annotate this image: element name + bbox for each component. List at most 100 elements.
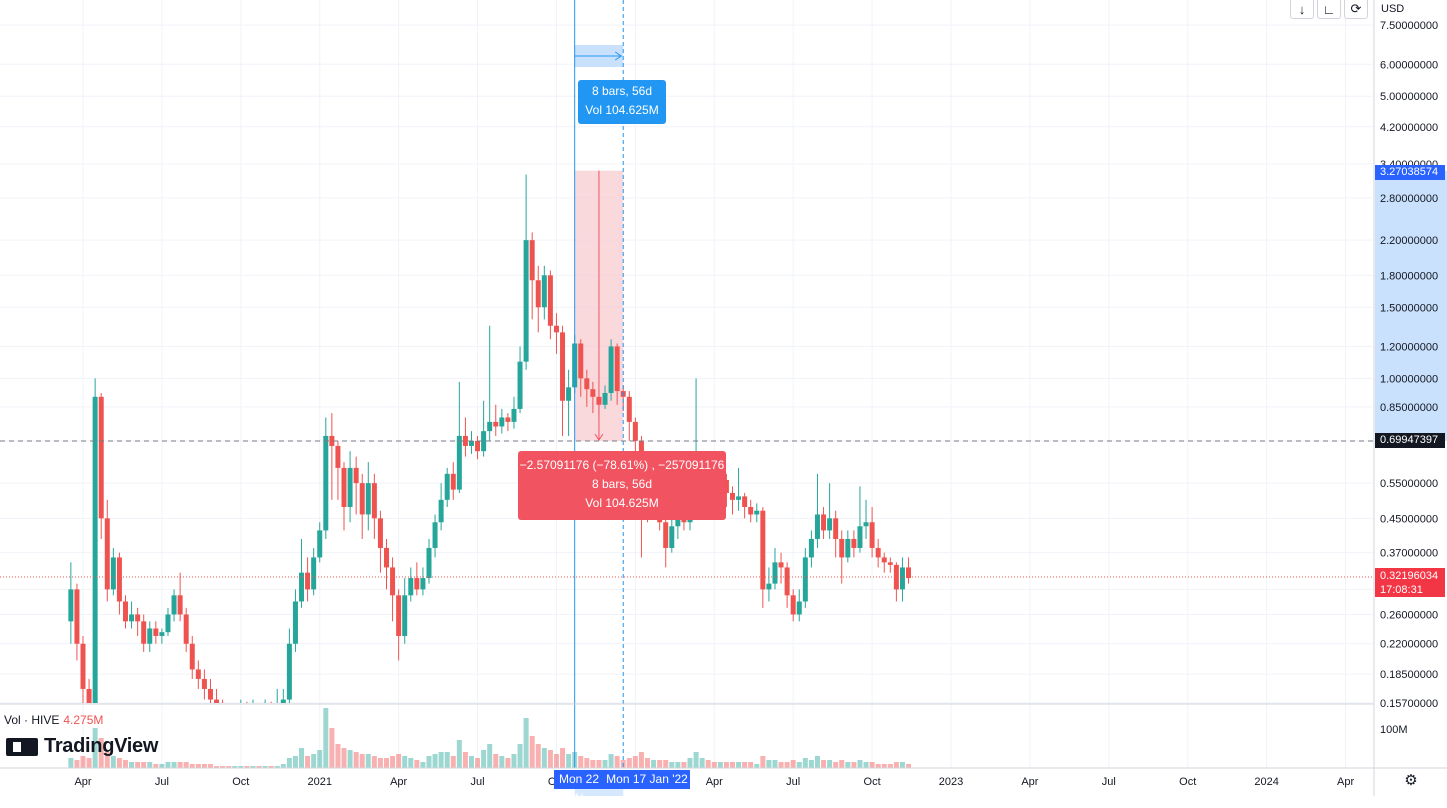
collapse-icon[interactable]: ∟: [1317, 0, 1341, 19]
volume-bar: [857, 760, 863, 768]
volume-bar: [475, 758, 481, 768]
y-tick-label: 2.20000000: [1380, 235, 1438, 247]
volume-bar: [899, 762, 905, 768]
y-tick-label: 2.80000000: [1380, 193, 1438, 205]
candle-body: [723, 479, 729, 493]
candle-body: [560, 332, 566, 401]
volume-bar: [444, 752, 450, 768]
y-tick-label: 1.80000000: [1380, 270, 1438, 282]
volume-bar: [881, 764, 887, 768]
volume-bar: [238, 766, 244, 768]
volume-bar: [92, 728, 98, 768]
candle-body: [80, 643, 86, 689]
x-tick-label: Jul: [786, 776, 800, 788]
volume-bar: [396, 754, 402, 768]
candle-body: [541, 275, 547, 308]
candle-body: [377, 518, 383, 548]
candle-body: [286, 643, 292, 700]
candle-body: [523, 240, 529, 362]
candle-body: [857, 526, 863, 548]
chart-grid: [0, 0, 1373, 768]
candle-body: [438, 499, 444, 523]
candle-body: [201, 678, 207, 689]
candle-body: [280, 699, 286, 703]
candle-body: [729, 492, 735, 500]
volume-bar: [371, 756, 377, 768]
volume-bar: [426, 756, 432, 768]
settings-gear-icon[interactable]: ⚙: [1404, 772, 1418, 789]
volume-bar: [754, 764, 760, 768]
volume-bar: [226, 766, 232, 768]
x-tick-label: Apr: [1021, 776, 1038, 788]
volume-bar: [596, 760, 602, 768]
x-tick-label: 2021: [307, 776, 331, 788]
tradingview-logo[interactable]: TradingView: [6, 735, 158, 758]
volume-bar: [675, 762, 681, 768]
candle-body: [390, 567, 396, 596]
volume-bar: [632, 756, 638, 768]
x-tick-label: Oct: [864, 776, 881, 788]
measure-range-bars: 8 bars, 56d: [591, 84, 653, 98]
x-tick-label: Oct: [232, 776, 249, 788]
candle-body: [626, 396, 632, 422]
candle-body: [632, 421, 638, 441]
volume-legend[interactable]: Vol · HIVE 4.275M: [4, 713, 103, 727]
volume-bar: [723, 762, 729, 768]
measure-price-band: [1375, 170, 1447, 441]
volume-bar: [74, 760, 80, 768]
volume-bar: [711, 762, 717, 768]
candle-body: [742, 496, 748, 508]
currency-label[interactable]: USD: [1381, 3, 1405, 15]
x-tick-label: Apr: [390, 776, 407, 788]
reset-icon[interactable]: ⟳: [1344, 0, 1368, 19]
volume-bar: [341, 748, 347, 768]
x-tick-label: Oct: [1179, 776, 1196, 788]
volume-bar: [541, 748, 547, 768]
candle-body: [511, 408, 517, 422]
volume-bar: [220, 766, 226, 768]
candle-body: [893, 564, 899, 590]
candle-body: [104, 518, 110, 590]
candle-body: [602, 392, 608, 405]
candle-body: [851, 538, 857, 548]
volume-bar: [305, 756, 311, 768]
volume-bar: [468, 756, 474, 768]
candle-body: [299, 572, 305, 602]
volume-legend-value: 4.275M: [63, 713, 104, 727]
volume-bar: [566, 754, 572, 768]
candle-body: [426, 547, 432, 579]
volume-bar: [86, 758, 92, 768]
volume-bar: [292, 756, 298, 768]
candle-body: [159, 632, 165, 636]
volume-bar: [165, 762, 171, 768]
candle-body: [547, 275, 553, 326]
volume-bars: [68, 708, 912, 768]
volume-bar: [742, 762, 748, 768]
measure-range-volume: Vol 104.625M: [585, 103, 659, 117]
volume-bar: [699, 758, 705, 768]
measure-overlay: [0, 0, 1373, 768]
candle-body: [116, 557, 122, 602]
candle-body: [171, 595, 177, 615]
candle-body: [869, 522, 875, 548]
y-tick-label: 0.22000000: [1380, 639, 1438, 651]
candle-body: [802, 557, 808, 602]
candle-body: [614, 346, 620, 392]
last-price-value: 0.32196034: [1380, 570, 1439, 582]
candle-body: [214, 699, 220, 703]
volume-bar: [493, 754, 499, 768]
y-tick-label: 0.18500000: [1380, 669, 1438, 681]
measure-range-arrowhead: [614, 51, 623, 61]
measure-start-date-label: Mon 22 N: [554, 770, 604, 805]
volume-bar: [851, 762, 857, 768]
volume-bar: [207, 764, 213, 768]
candle-body: [887, 562, 893, 565]
volume-bar: [906, 764, 912, 768]
volume-bar: [602, 760, 608, 768]
volume-bar: [329, 728, 335, 768]
candle-body: [402, 595, 408, 636]
candle-body: [305, 572, 311, 590]
arrow-down-icon[interactable]: ↓: [1290, 0, 1314, 19]
candle-body: [584, 378, 590, 390]
